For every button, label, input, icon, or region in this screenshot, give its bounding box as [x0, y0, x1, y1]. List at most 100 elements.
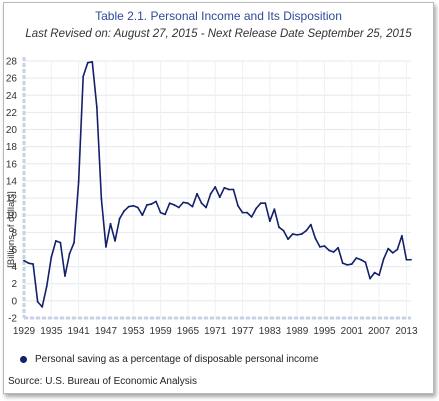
data-point — [118, 217, 121, 220]
data-point — [200, 202, 203, 205]
x-tick-label: 2013 — [395, 326, 418, 337]
legend-label: Personal saving as a percentage of dispo… — [35, 354, 319, 365]
data-point — [378, 274, 381, 277]
chart-subtitle: Last Revised on: August 27, 2015 - Next … — [25, 28, 412, 40]
data-point — [337, 246, 340, 249]
data-point — [250, 216, 253, 218]
data-point — [387, 247, 390, 250]
data-point — [150, 203, 153, 205]
data-point — [373, 271, 376, 274]
chart-panel: Table 2.1. Personal Income and Its Dispo… — [3, 2, 434, 394]
data-point — [237, 204, 239, 207]
data-point — [109, 222, 112, 225]
y-tick-label: 16 — [6, 159, 18, 170]
grid-lines — [23, 60, 411, 319]
chart-title: Table 2.1. Personal Income and Its Dispo… — [95, 9, 342, 23]
y-tick-label: 10 — [6, 211, 18, 222]
data-point — [264, 202, 267, 205]
x-tick-label: 2007 — [368, 326, 391, 337]
data-point — [173, 204, 176, 206]
x-tick-label: 1959 — [149, 326, 172, 337]
data-point — [241, 211, 244, 214]
data-point — [355, 257, 358, 259]
data-point — [232, 188, 235, 191]
series-line — [23, 61, 411, 308]
data-point — [114, 240, 116, 242]
data-point — [123, 210, 126, 212]
data-point — [45, 285, 48, 288]
y-tick-label: 0 — [11, 296, 17, 307]
y-tick-label: 18 — [6, 142, 18, 153]
data-point — [259, 202, 262, 205]
data-point — [27, 262, 30, 265]
data-point — [291, 233, 294, 235]
data-point — [369, 277, 371, 280]
data-point — [164, 213, 167, 216]
y-tick-label: 12 — [6, 194, 18, 205]
data-point — [23, 259, 25, 262]
y-axis-label: [Billions of dollars] — [6, 191, 17, 268]
x-tick-label: 1971 — [204, 326, 227, 337]
x-tick-label: 1977 — [231, 326, 254, 337]
data-point — [168, 202, 171, 205]
source-note: Source: U.S. Bureau of Economic Analysis — [8, 376, 197, 387]
y-tick-label: 14 — [6, 176, 18, 187]
data-point — [255, 207, 258, 210]
data-point — [396, 248, 399, 251]
data-point — [73, 241, 75, 244]
data-point — [305, 229, 308, 232]
x-tick-label: 1965 — [177, 326, 200, 337]
x-tick-label: 1929 — [13, 326, 36, 337]
data-point — [209, 192, 212, 195]
data-point — [191, 205, 194, 208]
data-point — [82, 75, 85, 78]
data-point — [91, 60, 94, 63]
data-point — [54, 240, 57, 242]
y-tick-label: 22 — [6, 108, 18, 119]
y-tick-label: 20 — [6, 125, 18, 136]
data-point — [218, 196, 221, 199]
data-point — [268, 220, 271, 223]
data-point — [382, 257, 385, 260]
data-point — [105, 245, 107, 248]
data-point — [146, 204, 148, 206]
data-point — [405, 258, 408, 261]
y-tick-label: 2 — [11, 279, 17, 290]
y-tick-label: 8 — [11, 228, 17, 239]
legend-marker-icon — [20, 356, 27, 363]
data-point — [155, 200, 157, 203]
x-tick-labels: 1929 1935 1941 1947 1953 1959 1965 1971 1977 1983… — [13, 326, 418, 337]
data-point — [314, 237, 317, 240]
data-point — [187, 202, 189, 205]
data-point — [341, 262, 344, 265]
legend: Personal saving as a percentage of dispo… — [20, 354, 319, 365]
data-point — [59, 241, 62, 244]
data-point — [287, 238, 289, 241]
data-point — [273, 208, 276, 211]
x-tick-label: 1935 — [40, 326, 63, 337]
x-tick-label: 1947 — [95, 326, 118, 337]
y-tick-label: 24 — [6, 91, 18, 102]
data-point — [77, 180, 80, 183]
y-tick-label: 28 — [6, 57, 18, 68]
data-point — [246, 211, 248, 214]
data-point — [127, 205, 130, 208]
data-point — [177, 206, 180, 209]
y-tick-label: -2 — [8, 314, 17, 325]
x-tick-label: 2001 — [341, 326, 364, 337]
x-tick-label: 1995 — [313, 326, 336, 337]
axes — [22, 57, 411, 320]
data-point — [391, 251, 394, 254]
data-point — [50, 256, 53, 259]
data-point — [278, 226, 280, 229]
y-tick-label: 26 — [6, 74, 18, 85]
data-point — [86, 61, 89, 64]
data-point — [364, 261, 367, 264]
data-point — [223, 186, 226, 189]
data-point — [309, 223, 312, 226]
data-point — [36, 300, 39, 303]
data-point — [328, 249, 330, 252]
data-point — [32, 263, 35, 265]
